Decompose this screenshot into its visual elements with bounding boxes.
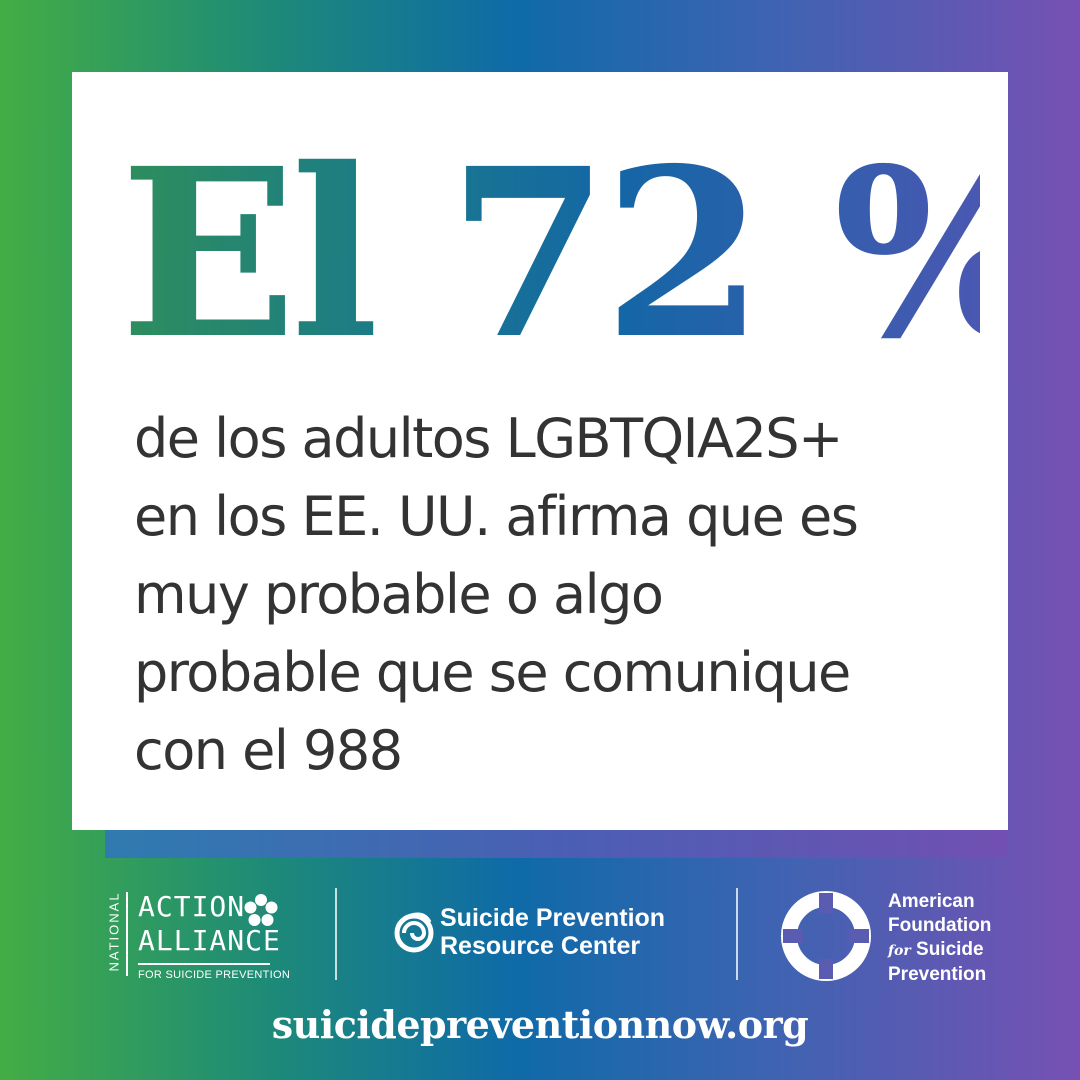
sprc-name: Suicide Prevention Resource Center [440,904,665,960]
life-ring-icon [781,891,871,981]
logo-rule [126,892,128,976]
logo-divider [736,888,738,980]
action-alliance-tagline: FOR SUICIDE PREVENTION [138,969,291,981]
spiral-globe-icon [394,912,434,953]
afsp-suicide: Suicide [916,939,984,960]
description-line: de los adultos LGBTQIA2S+ [134,407,843,470]
description-line: muy probable o algo [134,563,664,626]
description-line: en los EE. UU. afirma que es [134,485,859,548]
partner-logos: NATIONAL ACTION ALLIANCE FOR SUICIDE PRE… [0,880,1080,990]
sprc-line2: Resource Center [440,932,641,960]
action-alliance-side-text: NATIONAL [106,891,122,972]
sprc-logo: Suicide Prevention Resource Center [394,904,694,964]
action-alliance-logo: NATIONAL ACTION ALLIANCE FOR SUICIDE PRE… [100,886,290,982]
sprc-line1: Suicide Prevention [440,904,666,932]
logo-divider [335,888,337,980]
afsp-line3: for Suicide [888,938,991,963]
logo-rule [138,963,270,965]
afsp-for: for [888,943,911,959]
description-line: con el 988 [134,719,403,782]
stat-card: El 72 % de los adultos LGBTQIA2S+ en los… [72,72,1054,830]
afsp-line2: Foundation [888,915,992,936]
afsp-line1: American [888,891,975,912]
afsp-logo: American Foundation for Suicide Preventi… [780,890,1020,985]
action-alliance-line1: ACTION [138,890,246,923]
website-link[interactable]: suicidepreventionnow.org [271,1002,809,1047]
action-alliance-line2: ALLIANCE [138,924,281,957]
star-flower-icon [244,894,278,926]
stat-description: de los adultos LGBTQIA2S+ en los EE. UU.… [134,400,974,790]
headline-stat: El 72 % [120,114,1054,394]
description-line: probable que se comunique [134,641,851,704]
afsp-line4: Prevention [888,964,987,985]
afsp-name: American Foundation for Suicide Preventi… [888,890,991,987]
